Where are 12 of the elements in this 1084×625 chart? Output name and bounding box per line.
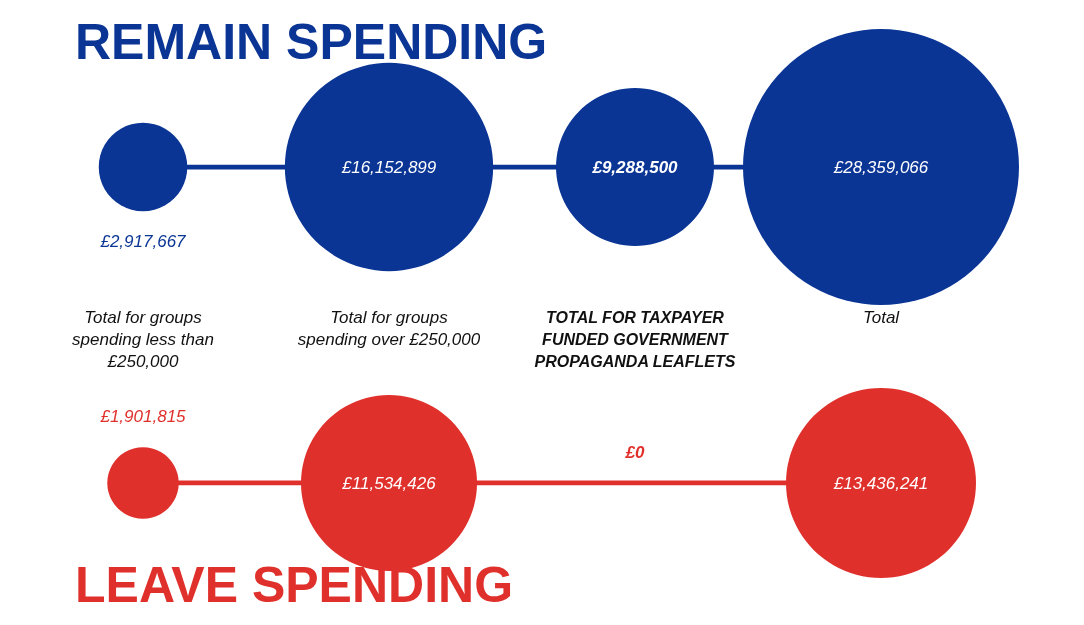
category-label: Total for groups spending less than £250,000 <box>72 307 214 371</box>
data-label: £0 <box>624 443 645 462</box>
data-label: £13,436,241 <box>832 473 929 493</box>
data-label: £2,917,667 <box>99 232 187 252</box>
category-label: Total for groups spending over £250,000 <box>297 307 481 349</box>
data-label: £1,901,815 <box>99 407 187 427</box>
category-label: TOTAL FOR TAXPAYER FUNDED GOVERNMENT PROPAGANDA LEAFLETS <box>534 308 736 370</box>
data-label: £11,534,426 <box>341 473 437 493</box>
data-label: £28,359,066 <box>832 157 929 177</box>
series-label: REMAIN SPENDING <box>75 14 548 70</box>
category-label: Total <box>862 307 901 327</box>
legend-label: LEAVE SPENDING <box>75 557 514 613</box>
